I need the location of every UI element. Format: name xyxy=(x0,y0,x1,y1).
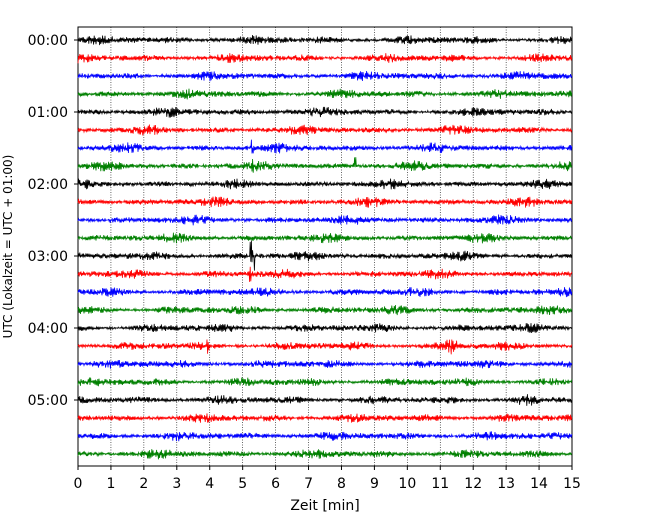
trace-line-20 xyxy=(77,394,573,406)
x-tick-label: 13 xyxy=(497,476,515,492)
trace-line-13 xyxy=(77,266,573,282)
trace-line-21 xyxy=(77,413,573,423)
trace-line-9 xyxy=(77,196,573,208)
y-tick-label: 05:00 xyxy=(28,393,68,409)
trace-line-14 xyxy=(77,287,573,298)
trace-line-5 xyxy=(77,124,573,136)
trace-line-3 xyxy=(77,88,573,100)
trace-line-19 xyxy=(77,377,573,387)
x-tick-label: 2 xyxy=(139,476,148,492)
trace-line-1 xyxy=(77,53,573,64)
plot-area-frame xyxy=(77,26,573,467)
trace-line-0 xyxy=(77,34,573,46)
y-tick-label: 03:00 xyxy=(28,249,68,265)
x-tick-label: 15 xyxy=(563,476,581,492)
x-tick-label: 5 xyxy=(238,476,247,492)
trace-line-4 xyxy=(77,106,573,118)
x-tick-label: 6 xyxy=(271,476,280,492)
x-tick-label: 8 xyxy=(337,476,346,492)
trace-line-11 xyxy=(77,232,573,244)
y-axis-ticks: 00:00 01:00 02:00 03:00 04:00 05:00 xyxy=(28,33,78,409)
x-tick-label: 12 xyxy=(464,476,482,492)
trace-line-8 xyxy=(77,178,573,190)
x-axis-label: Zeit [min] xyxy=(290,498,359,514)
trace-line-7 xyxy=(77,157,573,173)
y-tick-label: 01:00 xyxy=(28,105,68,121)
trace-line-15 xyxy=(77,304,573,316)
x-tick-label: 9 xyxy=(370,476,379,492)
x-tick-label: 7 xyxy=(304,476,313,492)
x-tick-label: 0 xyxy=(74,476,83,492)
x-tick-label: 3 xyxy=(172,476,181,492)
trace-line-22 xyxy=(77,431,573,442)
x-tick-label: 11 xyxy=(431,476,449,492)
x-tick-label: 14 xyxy=(530,476,548,492)
x-tick-label: 4 xyxy=(205,476,214,492)
trace-line-2 xyxy=(77,70,573,82)
y-tick-label: 04:00 xyxy=(28,321,68,337)
x-tick-label: 10 xyxy=(398,476,416,492)
trace-line-16 xyxy=(77,323,573,334)
trace-line-10 xyxy=(77,214,573,226)
trace-line-23 xyxy=(77,449,573,460)
x-axis-ticks: 0 1 2 3 4 5 6 7 8 9 10 11 12 13 14 15 xyxy=(74,466,581,492)
grid-layer xyxy=(110,27,540,466)
y-tick-label: 02:00 xyxy=(28,177,68,193)
trace-line-17 xyxy=(77,339,573,355)
trace-line-6 xyxy=(77,139,573,154)
y-axis-label: UTC (Lokalzeit = UTC + 01:00) xyxy=(1,155,15,339)
trace-line-18 xyxy=(77,359,573,369)
x-tick-label: 1 xyxy=(106,476,115,492)
trace-layer xyxy=(77,34,573,460)
y-tick-label: 00:00 xyxy=(28,33,68,49)
trace-line-12 xyxy=(77,240,573,271)
